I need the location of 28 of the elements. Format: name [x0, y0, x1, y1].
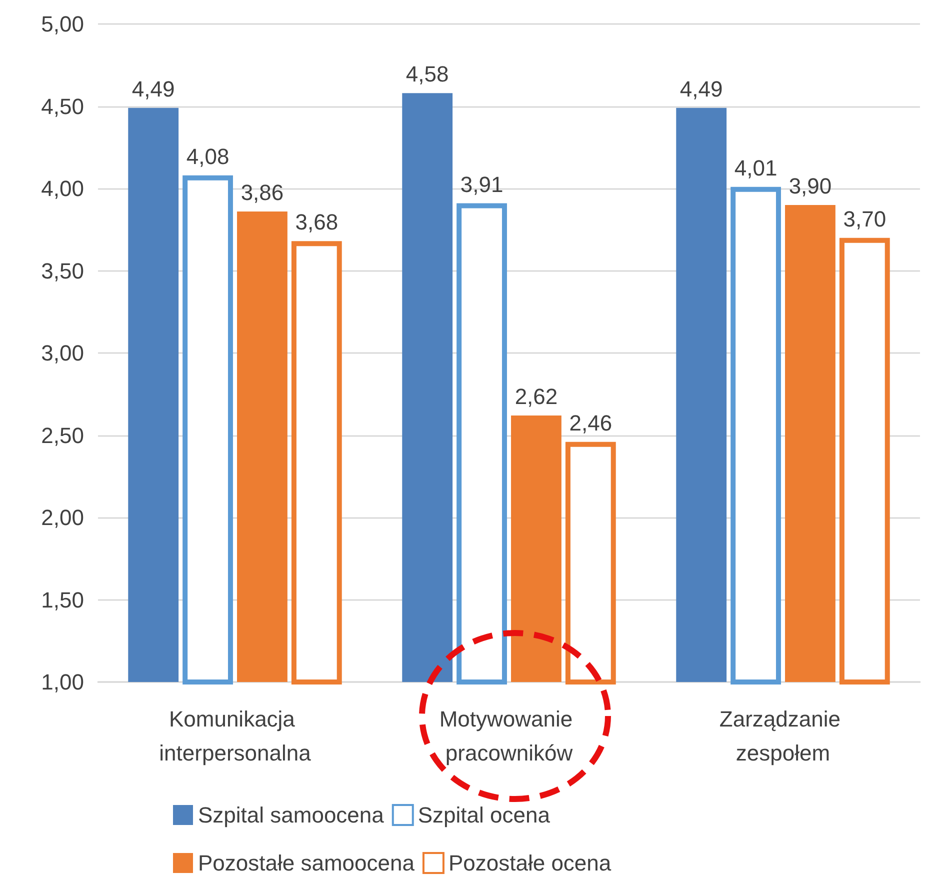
legend-label: Szpital samoocena: [198, 802, 385, 828]
data-label: 3,68: [295, 210, 338, 235]
data-label: 4,49: [132, 76, 175, 102]
y-tick-label: 5,00: [41, 12, 84, 36]
x-tick-label: Zarządzanie zespołem: [719, 706, 847, 766]
data-label: 4,08: [186, 144, 230, 169]
x-tick-label: Motywowanie pracowników: [439, 706, 579, 766]
data-label: 3,86: [240, 180, 284, 206]
y-tick-label: 2,50: [41, 422, 84, 448]
data-label: 4,58: [406, 62, 449, 87]
y-tick-label: 2,00: [41, 505, 84, 530]
data-label: 3,90: [788, 173, 832, 198]
data-label: 2,62: [514, 384, 558, 410]
y-tick-label: 4,50: [41, 94, 84, 119]
y-tick-label: 1,50: [41, 587, 84, 612]
legend-label: Pozostałe ocena: [448, 850, 612, 876]
legend-label: Szpital ocena: [418, 802, 551, 828]
x-tick-label: Komunikacja interpersonalna: [159, 706, 312, 766]
y-tick-label: 1,00: [41, 670, 84, 694]
data-label: 3,70: [843, 206, 886, 232]
data-label: 4,49: [680, 76, 723, 102]
data-label: 3,91: [460, 172, 504, 197]
legend-label: Pozostałe samoocena: [198, 850, 416, 876]
y-tick-label: 3,50: [41, 258, 84, 284]
y-tick-label: 3,00: [41, 340, 84, 366]
y-tick-label: 4,00: [41, 176, 84, 201]
data-label: 2,46: [569, 410, 612, 436]
data-label: 4,01: [734, 155, 778, 180]
